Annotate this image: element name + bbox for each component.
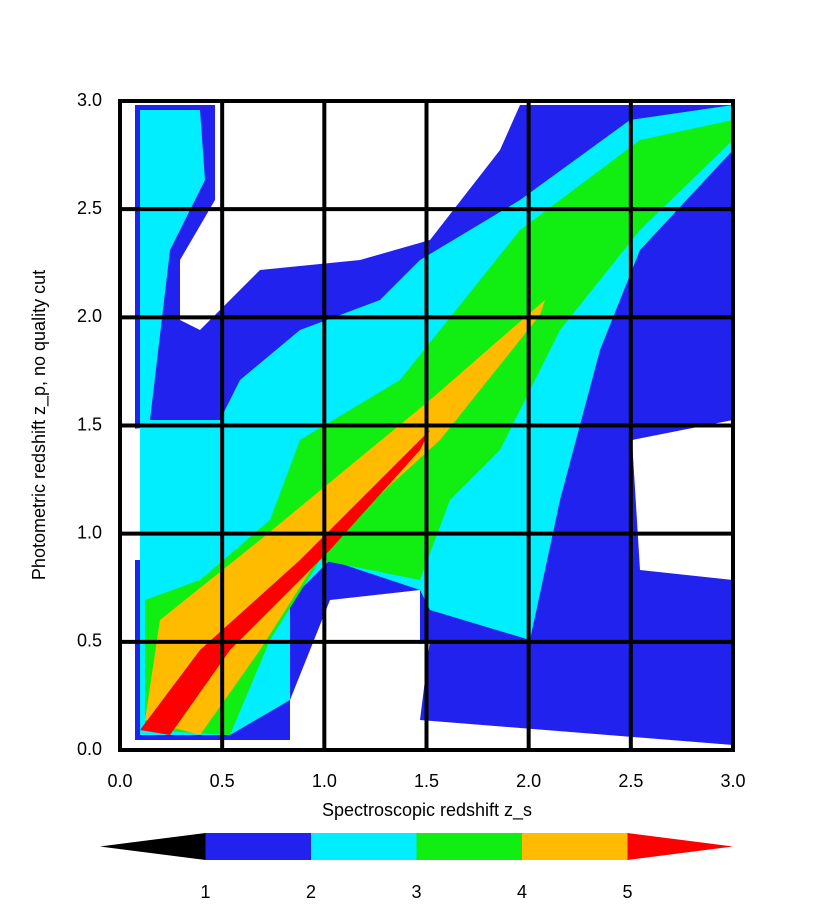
x-tick-label: 1.0 xyxy=(312,771,337,791)
colorbar-swatch xyxy=(100,833,206,860)
x-tick-label: 0.0 xyxy=(107,771,132,791)
x-tick-label: 0.5 xyxy=(210,771,235,791)
y-tick-label: 1.0 xyxy=(77,522,102,542)
contour-region xyxy=(140,430,430,735)
colorbar-label: 2 xyxy=(306,882,316,902)
colorbar-label: 3 xyxy=(411,882,421,902)
x-tick-label: 3.0 xyxy=(720,771,745,791)
colorbar-swatch xyxy=(205,833,311,860)
y-tick-label: 1.5 xyxy=(77,414,102,434)
y-axis-title: Photometric redshift z_p, no quality cut xyxy=(29,270,50,580)
colorbar-label: 4 xyxy=(517,882,527,902)
y-tick-label: 3.0 xyxy=(77,90,102,110)
x-tick-label: 1.5 xyxy=(414,771,439,791)
colorbar-swatch xyxy=(522,833,628,860)
x-tick-label: 2.0 xyxy=(516,771,541,791)
y-tick-label: 2.5 xyxy=(77,198,102,218)
colorbar-label: 5 xyxy=(622,882,632,902)
x-axis-title: Spectroscopic redshift z_s xyxy=(322,800,532,821)
colorbar-label: 1 xyxy=(200,882,210,902)
y-tick-label: 2.0 xyxy=(77,306,102,326)
contour-field xyxy=(120,101,733,745)
x-tick-label: 2.5 xyxy=(618,771,643,791)
colorbar-swatch xyxy=(311,833,417,860)
colorbar-swatch xyxy=(627,833,733,860)
blank-region xyxy=(632,420,733,580)
colorbar-swatch xyxy=(416,833,522,860)
plot-frame xyxy=(118,99,735,752)
y-tick-label: 0.0 xyxy=(77,739,102,759)
y-tick-label: 0.5 xyxy=(77,631,102,651)
